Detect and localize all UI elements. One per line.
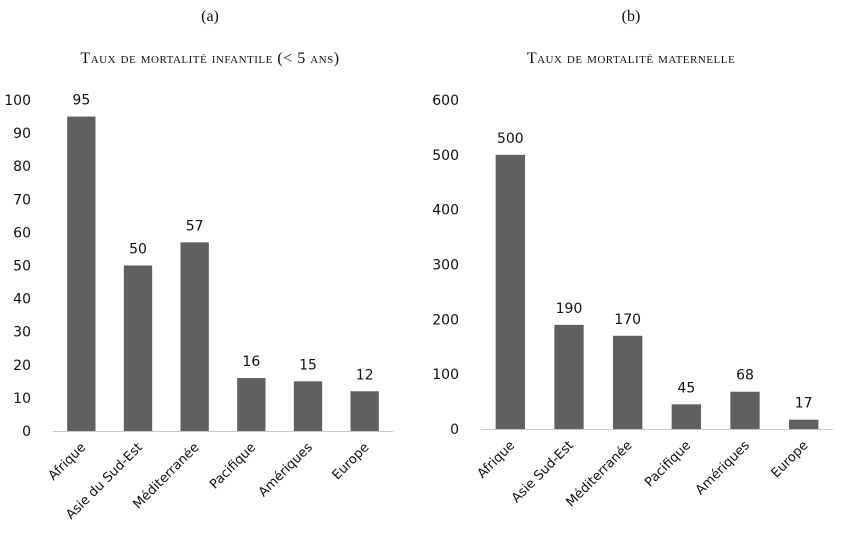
y-tick-label: 20 (13, 358, 31, 374)
x-tick-label: Amériques (256, 440, 316, 500)
data-label: 15 (299, 357, 317, 373)
bar (350, 391, 379, 431)
panel-label: (b) (621, 8, 641, 25)
data-label: 57 (186, 218, 204, 234)
y-tick-label: 50 (13, 259, 31, 275)
y-tick-label: 70 (13, 192, 31, 208)
data-label: 95 (72, 93, 90, 109)
data-label: 12 (356, 367, 374, 383)
y-tick-label: 600 (432, 93, 459, 109)
bar (67, 116, 96, 432)
y-tick-label: 0 (450, 422, 459, 438)
y-tick-label: 200 (432, 312, 459, 328)
y-tick-label: 100 (4, 93, 31, 109)
y-tick-label: 100 (432, 367, 459, 383)
y-tick-label: 500 (432, 148, 459, 164)
data-label: 500 (497, 131, 524, 147)
data-label: 190 (556, 301, 583, 317)
y-tick-label: 40 (13, 292, 31, 308)
data-label: 17 (795, 396, 813, 412)
data-label: 68 (736, 368, 754, 384)
data-label: 170 (614, 312, 641, 328)
bar (180, 242, 209, 431)
y-tick-label: 90 (13, 126, 31, 142)
bar (293, 381, 323, 431)
x-tick-label: Europe (330, 440, 373, 483)
bar (789, 419, 819, 429)
panel-label: (a) (201, 8, 219, 25)
x-tick-label: Pacifique (207, 440, 259, 492)
y-tick-label: 400 (432, 203, 459, 219)
y-tick-label: 300 (432, 258, 459, 274)
y-tick-label: 0 (22, 424, 31, 440)
y-tick-label: 80 (13, 159, 31, 175)
x-tick-label: Europe (769, 438, 812, 481)
data-label: 45 (677, 380, 695, 396)
bar (123, 265, 153, 431)
bar (495, 154, 525, 430)
x-tick-label: Pacifique (642, 438, 694, 490)
bar (730, 391, 760, 429)
bar (554, 324, 584, 429)
bar (237, 378, 266, 431)
y-tick-label: 10 (13, 391, 31, 407)
x-tick-label: Afrique (46, 440, 89, 483)
chart-title: Taux de mortalité infantile (< 5 ans) (80, 50, 340, 67)
chart-panel-a: (a) Taux de mortalité infantile (< 5 ans… (0, 0, 420, 535)
data-label: 16 (242, 354, 260, 370)
chart-title: Taux de mortalité maternelle (526, 50, 736, 67)
y-tick-label: 60 (13, 225, 31, 241)
x-tick-label: Afrique (475, 438, 518, 481)
chart-panel-b: (b) Taux de mortalité maternelle 0 100 200… (421, 0, 841, 535)
bar (613, 335, 643, 429)
y-tick-label: 30 (13, 325, 31, 341)
x-tick-label: Amériques (693, 438, 753, 498)
bar (671, 404, 701, 429)
data-label: 50 (129, 242, 147, 258)
